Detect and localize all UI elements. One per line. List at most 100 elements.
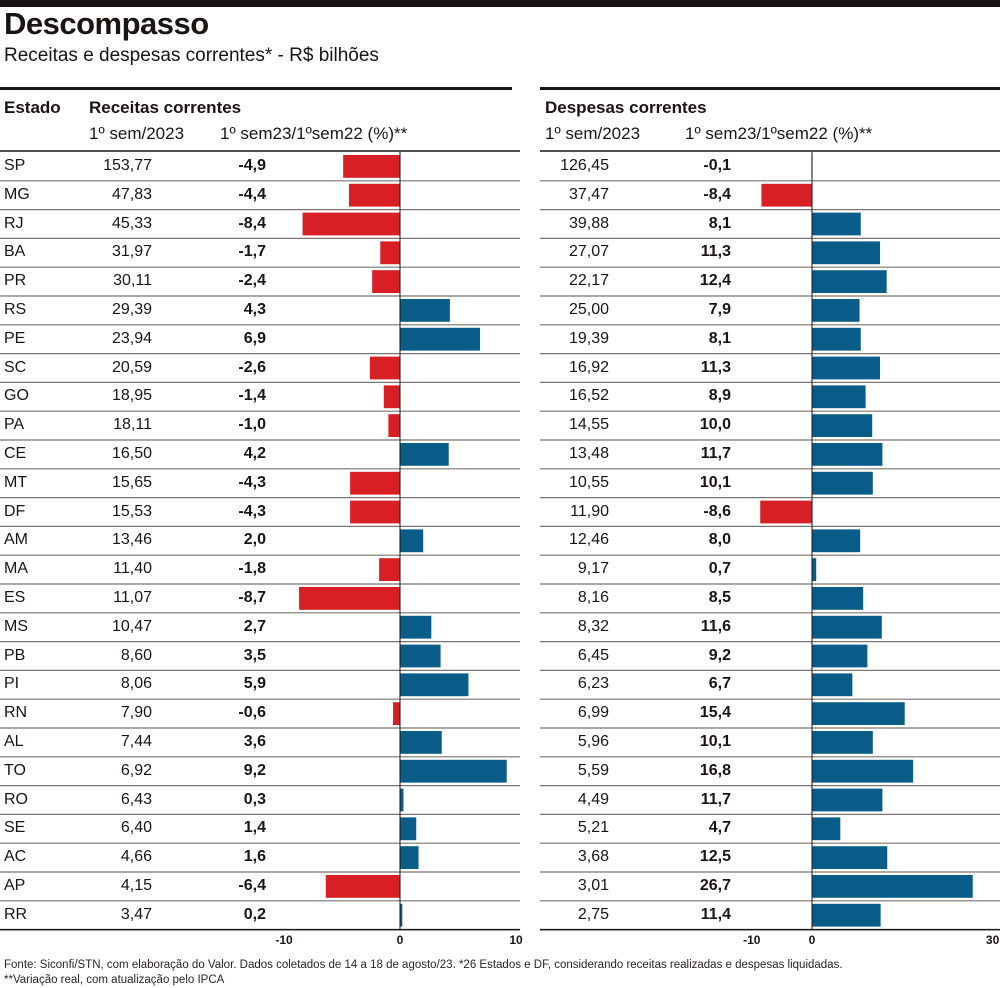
receitas-bar-pr	[372, 270, 400, 293]
state-label: ES	[4, 589, 26, 606]
despesas-value: 12,46	[568, 531, 609, 549]
state-label: MS	[4, 617, 28, 635]
state-label: MG	[4, 185, 30, 203]
despesas-pct: 8,5	[708, 589, 731, 606]
chart-subtitle: Receitas e despesas correntes* - R$ bilh…	[4, 45, 379, 66]
receitas-value: 45,33	[111, 214, 152, 232]
despesas-pct: 6,7	[708, 675, 731, 693]
despesas-pct: 12,4	[699, 272, 731, 290]
despesas-pct: -8,4	[703, 185, 731, 203]
despesas-bar-go	[812, 385, 866, 409]
header-receitas-value: 1º sem/2023	[89, 124, 185, 143]
despesas-pct: 7,9	[708, 301, 731, 318]
receitas-bar-pi	[400, 673, 469, 697]
state-label: PE	[4, 329, 26, 347]
receitas-bar-se	[400, 817, 417, 841]
receitas-value: 11,40	[113, 560, 152, 578]
state-label: AP	[4, 877, 26, 894]
despesas-value: 3,68	[577, 848, 609, 866]
state-label: BA	[4, 243, 26, 261]
despesas-value: 3,01	[577, 877, 609, 894]
header-despesas-pct: 1º sem23/1ºsem22 (%)**	[685, 124, 873, 143]
despesas-value: 5,21	[577, 819, 609, 837]
header-despesas: Despesas correntes	[545, 98, 707, 117]
state-label: TO	[4, 761, 26, 779]
despesas-bar-to	[812, 759, 914, 783]
receitas-pct: 3,5	[243, 646, 266, 664]
receitas-pct: -4,9	[238, 157, 266, 174]
receitas-value: 7,90	[120, 704, 152, 722]
state-label: GO	[4, 387, 29, 405]
receitas-bar-ce	[400, 443, 449, 466]
receitas-value: 18,11	[113, 416, 152, 434]
receitas-pct: -1,8	[238, 560, 266, 578]
receitas-bar-sp	[343, 155, 400, 178]
receitas-pct: -4,4	[238, 185, 266, 203]
state-label: RJ	[4, 214, 24, 232]
receitas-pct: -6,4	[238, 877, 266, 894]
despesas-pct: 9,2	[708, 646, 731, 664]
despesas-pct: 8,0	[708, 531, 731, 549]
despesas-value: 11,90	[570, 502, 609, 520]
receitas-bar-rs	[400, 299, 450, 322]
top-rule	[0, 0, 1000, 7]
receitas-pct: 5,9	[243, 675, 266, 693]
despesas-pct: 11,3	[700, 243, 731, 261]
despesas-pct: 8,1	[708, 329, 731, 347]
state-label: AC	[4, 848, 27, 866]
receitas-value: 16,50	[111, 445, 152, 462]
despesas-bar-mt	[812, 471, 873, 495]
receitas-value: 18,95	[111, 387, 152, 405]
despesas-pct: 11,4	[700, 905, 731, 923]
receitas-value: 4,66	[120, 848, 152, 866]
despesas-value: 2,75	[577, 905, 609, 923]
despesas-bar-pr	[812, 270, 887, 293]
receitas-pct: -4,3	[238, 502, 266, 520]
despesas-pct: 11,3	[700, 358, 731, 376]
receitas-value: 31,97	[111, 243, 152, 261]
despesas-bar-mg	[761, 183, 812, 207]
despesas-bar-pe	[812, 327, 861, 351]
footer-note: Fonte: Siconfi/STN, com elaboração do Va…	[4, 959, 843, 986]
receitas-value: 4,15	[120, 877, 152, 894]
despesas-pct: 16,8	[699, 761, 731, 779]
receitas-pct: 2,0	[243, 531, 266, 549]
despesas-value: 19,39	[568, 329, 609, 347]
despesas-bar-pb	[812, 644, 868, 668]
receitas-bar-es	[299, 587, 400, 610]
receitas-bar-rn	[393, 702, 400, 725]
receitas-pct: -4,3	[238, 473, 266, 491]
despesas-bar-sc	[812, 356, 881, 380]
receitas-value: 8,06	[120, 675, 152, 693]
despesas-value: 8,16	[577, 589, 609, 606]
despesas-bar-rr	[812, 903, 881, 927]
receitas-bar-sc	[369, 356, 400, 380]
receitas-bar-al	[400, 731, 442, 754]
receitas-bar-ms	[400, 615, 432, 639]
despesas-pct: 11,6	[700, 617, 731, 635]
receitas-value: 13,46	[111, 531, 152, 549]
despesas-pct: 15,4	[699, 704, 731, 722]
receitas-value: 47,83	[111, 185, 152, 203]
receitas-pct: 1,6	[243, 848, 266, 866]
receitas-pct: 4,2	[243, 445, 266, 462]
receitas-bar-to	[400, 759, 507, 783]
despesas-value: 37,47	[568, 185, 609, 203]
despesas-pct: 8,9	[708, 387, 731, 405]
despesas-value: 5,96	[577, 733, 609, 750]
despesas-bar-rs	[812, 299, 860, 322]
receitas-pct: 2,7	[243, 617, 266, 635]
state-label: SP	[4, 157, 26, 174]
receitas-value: 10,47	[111, 617, 152, 635]
receitas-pct: -8,7	[238, 589, 266, 606]
x-tick-label: 0	[396, 932, 404, 947]
chart-title: Descompasso	[4, 6, 209, 41]
despesas-bar-am	[812, 529, 861, 553]
despesas-value: 10,55	[568, 473, 609, 491]
state-label: PR	[4, 272, 27, 290]
state-label: SC	[4, 358, 27, 376]
receitas-pct: -1,7	[238, 243, 266, 261]
receitas-pct: 3,6	[243, 733, 266, 750]
despesas-value: 14,55	[568, 416, 609, 434]
despesas-bar-ro	[812, 788, 883, 812]
